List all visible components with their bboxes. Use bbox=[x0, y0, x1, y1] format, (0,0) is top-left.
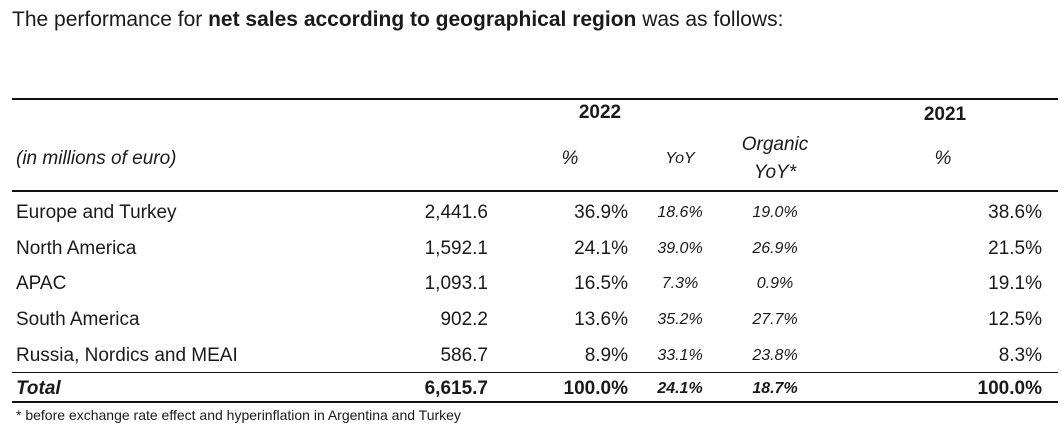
header-year-2022: 2022 bbox=[578, 102, 622, 123]
row-region: South America bbox=[16, 309, 140, 330]
header-pct-2021: % bbox=[934, 148, 952, 169]
row-pct-2021: 8.3% bbox=[998, 345, 1042, 366]
row-sales: 1,592.1 bbox=[424, 238, 488, 259]
row-pct-2022: 8.9% bbox=[584, 345, 628, 366]
row-yoy: 18.6% bbox=[657, 204, 703, 221]
total-yoy: 24.1% bbox=[657, 380, 703, 397]
row-pct-2022: 36.9% bbox=[574, 202, 628, 223]
row-organic-yoy: 0.9% bbox=[756, 275, 794, 292]
row-yoy: 33.1% bbox=[657, 347, 703, 364]
intro-sentence: The performance for net sales according … bbox=[12, 8, 783, 32]
total-sales: 6,615.7 bbox=[424, 378, 488, 399]
row-pct-2021: 21.5% bbox=[988, 238, 1042, 259]
row-yoy: 39.0% bbox=[657, 240, 703, 257]
row-sales: 1,093.1 bbox=[424, 273, 488, 294]
row-region: North America bbox=[16, 238, 137, 259]
total-pct-2022: 100.0% bbox=[563, 378, 628, 399]
header-pct-2022: % bbox=[561, 148, 579, 169]
intro-text-before: The performance for bbox=[12, 8, 209, 31]
row-pct-2021: 19.1% bbox=[988, 273, 1042, 294]
table-bottom-rule bbox=[12, 401, 1058, 403]
row-region: Europe and Turkey bbox=[16, 202, 177, 223]
header-organic-yoy-line1: Organic bbox=[741, 134, 809, 155]
row-sales: 586.7 bbox=[440, 345, 488, 366]
row-sales: 2,441.6 bbox=[424, 202, 488, 223]
row-pct-2021: 12.5% bbox=[988, 309, 1042, 330]
row-pct-2021: 38.6% bbox=[988, 202, 1042, 223]
intro-text-bold: net sales according to geographical regi… bbox=[208, 8, 637, 31]
row-organic-yoy: 19.0% bbox=[752, 204, 798, 221]
header-unit-label: (in millions of euro) bbox=[16, 148, 177, 169]
header-organic-yoy-line2: YoY* bbox=[753, 162, 797, 183]
row-yoy: 35.2% bbox=[657, 311, 703, 328]
total-organic-yoy: 18.7% bbox=[752, 380, 798, 397]
row-sales: 902.2 bbox=[440, 309, 488, 330]
total-pct-2021: 100.0% bbox=[977, 378, 1042, 399]
row-pct-2022: 16.5% bbox=[574, 273, 628, 294]
row-yoy: 7.3% bbox=[661, 275, 699, 292]
row-region: APAC bbox=[16, 273, 67, 294]
row-pct-2022: 13.6% bbox=[574, 309, 628, 330]
intro-text-after: was as follows: bbox=[636, 8, 784, 31]
row-region: Russia, Nordics and MEAI bbox=[16, 345, 238, 366]
total-top-rule bbox=[12, 372, 1058, 373]
row-organic-yoy: 26.9% bbox=[752, 240, 798, 257]
header-yoy: YoY bbox=[665, 150, 695, 167]
row-organic-yoy: 27.7% bbox=[752, 311, 798, 328]
footnote: * before exchange rate effect and hyperi… bbox=[16, 407, 461, 423]
row-organic-yoy: 23.8% bbox=[752, 347, 798, 364]
table-top-rule bbox=[12, 98, 1058, 100]
row-pct-2022: 24.1% bbox=[574, 238, 628, 259]
header-bottom-rule bbox=[12, 190, 1058, 192]
header-year-2021: 2021 bbox=[923, 104, 967, 125]
total-label: Total bbox=[16, 378, 61, 399]
